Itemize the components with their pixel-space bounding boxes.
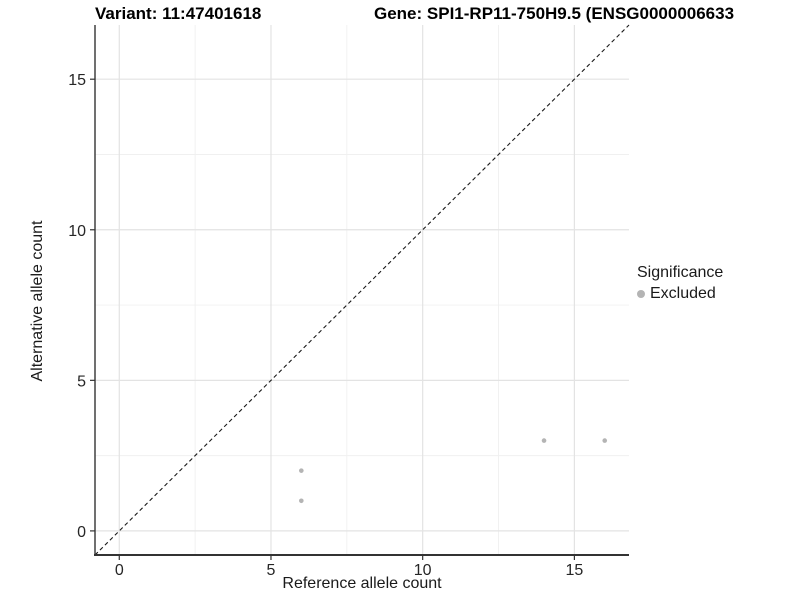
y-tick-label: 15 bbox=[68, 72, 86, 89]
legend-point-icon bbox=[637, 290, 645, 298]
y-tick-label: 10 bbox=[68, 223, 86, 240]
x-tick-label: 5 bbox=[267, 562, 276, 579]
legend-title: Significance bbox=[637, 264, 724, 281]
x-tick-label: 10 bbox=[414, 562, 432, 579]
data-point bbox=[602, 438, 608, 443]
x-axis-label: Reference allele count bbox=[282, 575, 442, 592]
legend-item-label: Excluded bbox=[650, 285, 716, 302]
y-tick-label: 5 bbox=[77, 373, 86, 390]
plot-title-gene: Gene: SPI1-RP11-750H9.5 (ENSG0000006633 bbox=[374, 4, 735, 23]
identity-dashed-line bbox=[94, 24, 630, 556]
data-point bbox=[541, 438, 547, 443]
y-axis-label: Alternative allele count bbox=[29, 220, 46, 382]
plot-title-variant: Variant: 11:47401618 bbox=[95, 4, 262, 23]
legend-item-excluded: Excluded bbox=[637, 284, 723, 304]
x-tick-label: 15 bbox=[565, 562, 583, 579]
x-tick-label: 0 bbox=[115, 562, 124, 579]
data-point bbox=[299, 468, 304, 473]
data-point bbox=[299, 498, 304, 504]
y-tick-label: 0 bbox=[77, 524, 86, 541]
legend: Significance Excluded bbox=[637, 264, 723, 304]
